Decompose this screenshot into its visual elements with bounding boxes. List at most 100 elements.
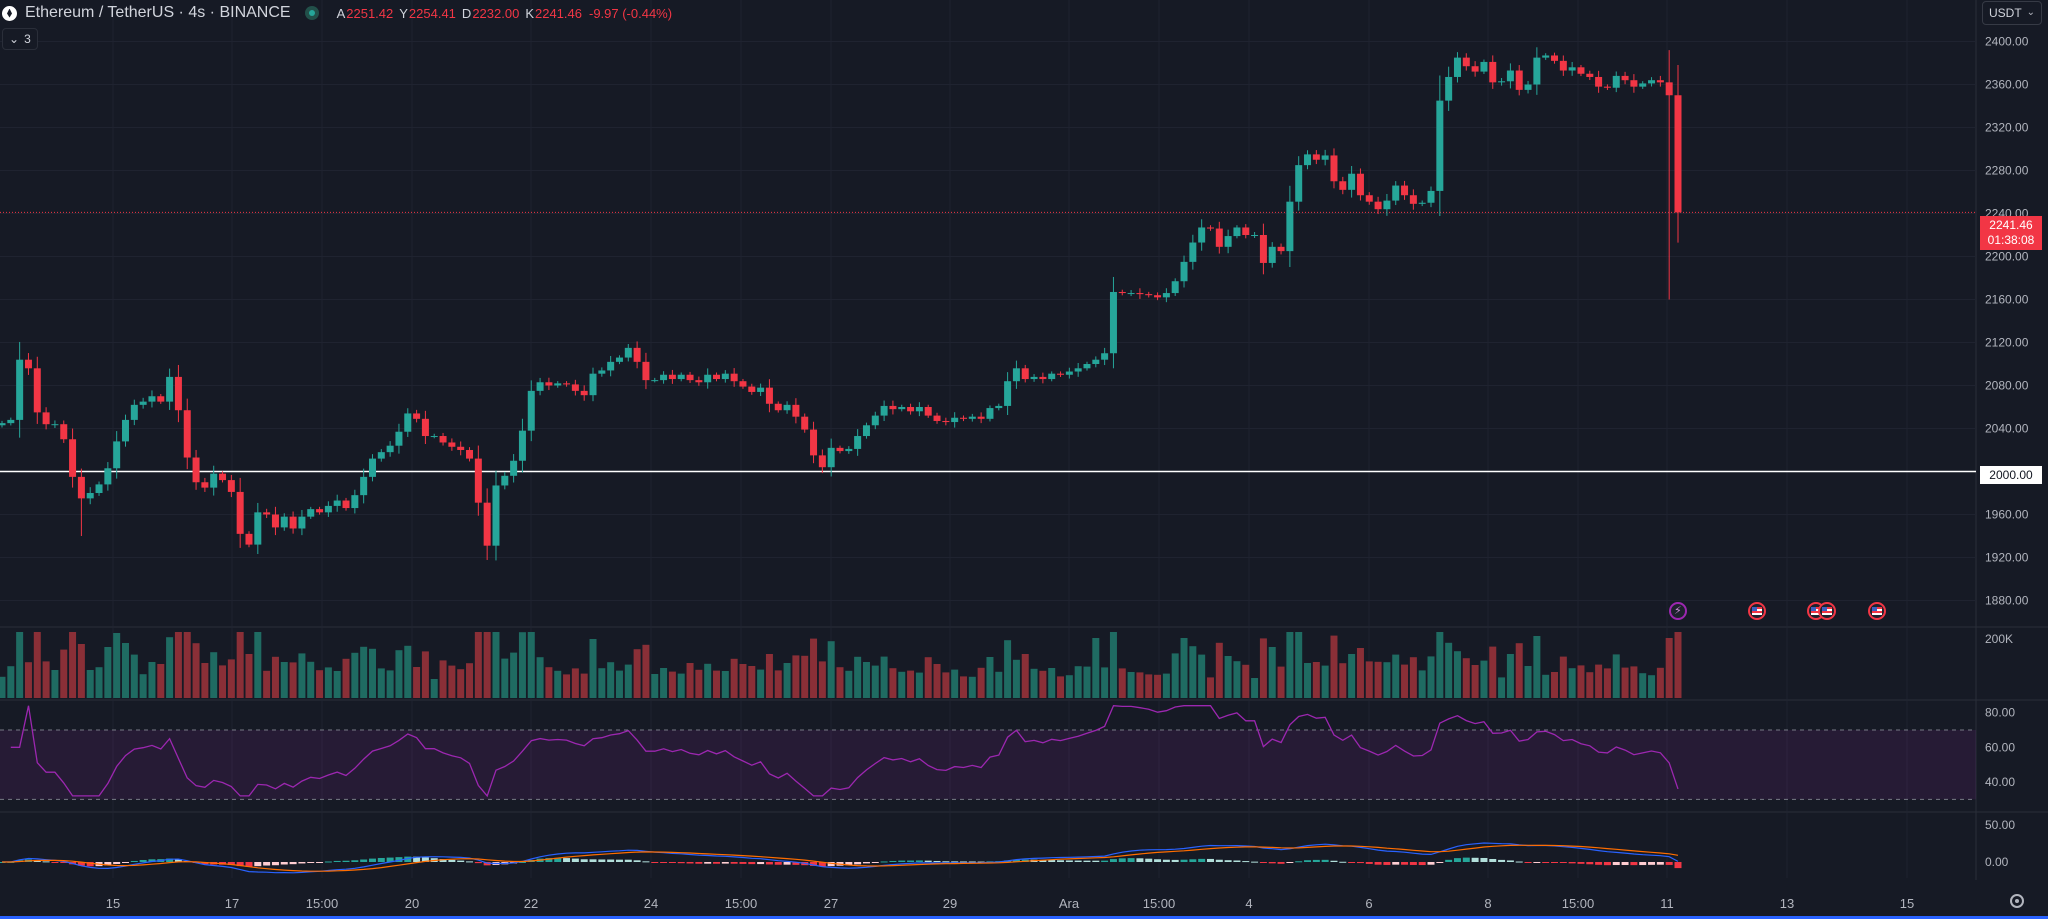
last-price-value: 2241.46 xyxy=(1989,218,2033,232)
candle xyxy=(148,390,156,408)
volume-bar xyxy=(580,673,588,698)
volume-bar xyxy=(16,632,24,698)
volume-bar xyxy=(24,662,32,698)
candle xyxy=(1021,364,1029,383)
macd-histogram-bar xyxy=(704,862,712,864)
volume-bar xyxy=(1365,661,1373,698)
candle-body xyxy=(1083,364,1091,369)
volume-bar xyxy=(624,664,632,698)
macd-histogram-bar xyxy=(730,862,738,864)
macd-histogram-bar xyxy=(1206,858,1214,862)
us-flag-event-icon[interactable] xyxy=(1818,602,1836,620)
candle-body xyxy=(765,387,773,404)
macd-histogram-bar xyxy=(148,859,156,862)
candle-body xyxy=(1021,368,1029,380)
time-tick-label: 8 xyxy=(1484,896,1491,911)
candle-body xyxy=(1374,201,1382,210)
candle xyxy=(907,403,915,415)
candle-body xyxy=(139,401,147,405)
volume-bar xyxy=(818,661,826,698)
candle-body xyxy=(33,368,41,413)
macd-histogram-bar xyxy=(924,860,932,862)
volume-bar xyxy=(915,672,923,698)
candle-body xyxy=(827,447,835,468)
macd-histogram-bar xyxy=(1445,859,1453,862)
price-tick-label: 2080.00 xyxy=(1985,379,2029,393)
volume-bar xyxy=(554,670,562,698)
candle-body xyxy=(492,485,500,546)
candle xyxy=(1630,74,1638,93)
market-status-icon[interactable] xyxy=(304,6,319,20)
macd-histogram-bar xyxy=(466,861,474,863)
candle-body xyxy=(580,390,588,396)
candle xyxy=(1180,255,1188,288)
volume-bar xyxy=(0,676,6,698)
volume-bar xyxy=(536,657,544,698)
candle-body xyxy=(1453,57,1461,77)
volume-bar xyxy=(898,671,906,698)
symbol-title[interactable]: Ethereum / TetherUS · 4s · BINANCE xyxy=(25,4,291,21)
volume-bar xyxy=(1348,654,1356,698)
candle-body xyxy=(1603,86,1611,88)
volume-bar xyxy=(333,671,341,698)
time-tick-label: 17 xyxy=(225,896,239,911)
volume-bar xyxy=(1489,646,1497,698)
candle-body xyxy=(1295,165,1303,202)
candle-body xyxy=(183,410,191,458)
us-flag-event-icon[interactable] xyxy=(1748,602,1766,620)
candle xyxy=(377,449,385,462)
volume-bar xyxy=(704,663,712,698)
macd-histogram-bar xyxy=(1268,862,1276,864)
indicators-toggle-button[interactable]: ⌄ 3 xyxy=(2,28,38,50)
candle xyxy=(192,449,200,490)
candle-body xyxy=(1171,281,1179,294)
candle-body xyxy=(1409,195,1417,204)
volume-bar xyxy=(1409,657,1417,698)
candle-body xyxy=(924,407,932,416)
candle xyxy=(60,420,68,443)
macd-histogram-bar xyxy=(307,862,315,863)
candle xyxy=(254,502,262,555)
candle xyxy=(121,414,129,447)
us-flag-event-icon[interactable] xyxy=(1868,602,1886,620)
candle xyxy=(501,471,509,490)
time-tick-label: 15:00 xyxy=(1143,896,1176,911)
time-tick-label: 20 xyxy=(405,896,419,911)
macd-histogram-bar xyxy=(77,862,85,866)
candle-body xyxy=(554,383,562,386)
low-value: 2232.00 xyxy=(472,5,520,21)
macd-histogram-bar xyxy=(1392,862,1400,865)
candle-body xyxy=(1277,246,1285,252)
currency-select[interactable]: USDT ⌄ xyxy=(1982,1,2042,25)
time-tick-label: 15:00 xyxy=(306,896,339,911)
volume-bar xyxy=(1180,638,1188,698)
candle-body xyxy=(792,404,800,417)
candle xyxy=(510,454,518,483)
candle xyxy=(130,399,138,426)
candle xyxy=(492,470,500,561)
volume-bar xyxy=(1356,648,1364,698)
candle xyxy=(1057,371,1065,378)
candle xyxy=(1224,229,1232,254)
candle xyxy=(1304,150,1312,170)
gear-icon[interactable] xyxy=(2010,894,2024,908)
flash-event-icon[interactable] xyxy=(1669,602,1687,620)
macd-histogram-bar xyxy=(413,856,421,862)
macd-histogram-bar xyxy=(651,862,659,863)
volume-bar xyxy=(42,661,50,698)
volume-bar xyxy=(1154,674,1162,698)
volume-bar xyxy=(1118,668,1126,698)
candle-body xyxy=(1524,84,1532,90)
candle xyxy=(1348,166,1356,198)
volume-bar xyxy=(1621,667,1629,698)
volume-bar xyxy=(1462,658,1470,698)
time-tick-label: 4 xyxy=(1245,896,1252,911)
volume-bar xyxy=(192,643,200,698)
volume-bar xyxy=(907,670,915,698)
macd-histogram-bar xyxy=(342,860,350,862)
candle xyxy=(104,462,112,491)
time-tick-label: 29 xyxy=(943,896,957,911)
time-tick-label: Ara xyxy=(1059,896,1080,911)
candle-body xyxy=(448,442,456,447)
